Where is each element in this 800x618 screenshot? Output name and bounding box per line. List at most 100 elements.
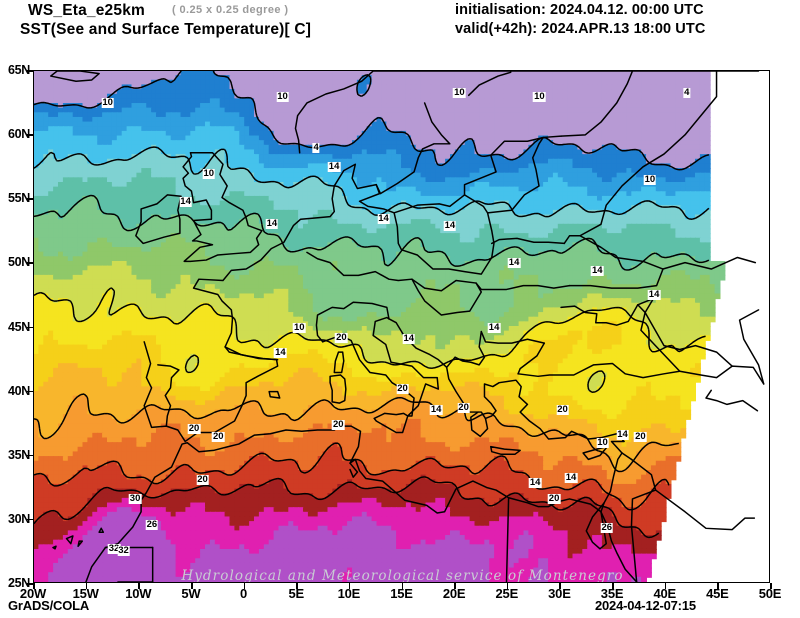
coastline-path: [637, 297, 655, 314]
contour-label-26: 26: [145, 519, 159, 530]
coastline-path: [321, 316, 440, 417]
coastline-path: [445, 330, 486, 369]
contour-label-10: 10: [533, 90, 546, 102]
coastline-path: [329, 374, 347, 404]
contour-label-20: 20: [396, 383, 409, 395]
lon-tick-45E: 45E: [706, 586, 729, 601]
contour-label-20: 20: [335, 331, 348, 343]
lon-tick-35E: 35E: [600, 586, 624, 601]
coastline-path: [182, 152, 263, 263]
contour-label-14: 14: [591, 265, 604, 277]
coastline-path: [490, 445, 521, 456]
lon-tickmark: [401, 583, 404, 589]
lat-tick-35N: 35N: [7, 447, 30, 462]
coastline-path: [654, 489, 756, 531]
lat-tick-60N: 60N: [7, 127, 30, 142]
lon-tickmark: [243, 583, 246, 589]
map-plot-area: Hydrological and Meteorological service …: [33, 70, 770, 583]
lon-tickmark: [664, 583, 667, 589]
coastline-path: [563, 235, 664, 289]
contour-label-4: 4: [683, 86, 691, 98]
variable-title: SST(See and Surface Temperature)[ C]: [20, 21, 312, 38]
coastline-path: [157, 364, 180, 427]
contour-label-10: 10: [596, 436, 609, 448]
contour-line-14: [34, 194, 710, 271]
lon-tickmark: [348, 583, 351, 589]
lat-tickmark: [27, 390, 33, 393]
lat-tickmark: [27, 583, 33, 585]
contour-label-14: 14: [528, 476, 542, 488]
lat-tickmark: [27, 198, 33, 200]
contour-label-14: 14: [507, 257, 521, 269]
coastline-path: [644, 311, 733, 367]
coastline-path: [662, 256, 757, 270]
lon-tickmark: [138, 583, 140, 589]
lon-tick-20W: 20W: [19, 586, 47, 601]
contour-line-20: [34, 287, 706, 393]
coastline-path: [52, 545, 57, 550]
lon-tick-15E: 15E: [390, 586, 413, 601]
lon-tickmark: [454, 583, 456, 589]
valid-time: valid(+42h): 2024.APR.13 18:00 UTC: [455, 21, 706, 37]
contour-label-10: 10: [276, 90, 289, 102]
coastline-path: [491, 237, 566, 245]
lat-tick-55N: 55N: [7, 191, 30, 206]
coastline-path: [579, 71, 718, 237]
coastline-path: [85, 425, 362, 582]
coastline-path: [333, 351, 345, 374]
coastline-path: [486, 136, 544, 214]
lon-tick-25E: 25E: [495, 586, 519, 601]
coastline-path: [517, 362, 681, 379]
lon-tickmark: [506, 583, 509, 589]
contour-label-10: 10: [643, 174, 657, 185]
lon-tickmark: [190, 583, 193, 589]
coastline-path: [77, 540, 84, 547]
contour-line-30: [34, 442, 670, 511]
contour-label-20: 20: [457, 402, 470, 414]
coastline-path: [678, 365, 765, 385]
contour-label-14: 14: [274, 347, 287, 359]
coastline-path: [135, 194, 182, 245]
lon-tickmark: [717, 583, 719, 589]
lat-tickmark: [27, 518, 33, 521]
render-timestamp: 2024-04-12-07:15: [595, 598, 696, 613]
contour-label-14: 14: [564, 471, 578, 483]
coastline-path: [585, 502, 607, 550]
lat-tick-65N: 65N: [7, 63, 30, 77]
coastline-path: [560, 71, 634, 137]
coastline-layer: [34, 71, 765, 582]
coastline-path: [505, 496, 510, 582]
coastline-path: [65, 535, 74, 545]
contour-label-14: 14: [402, 333, 416, 344]
coastline-path: [98, 527, 105, 533]
lat-tick-25N: 25N: [7, 576, 30, 590]
lon-tick-10E: 10E: [337, 586, 361, 601]
coastline-path: [373, 412, 409, 434]
coastline-path: [517, 342, 546, 375]
coastline-path: [560, 304, 681, 372]
contour-label-14: 14: [487, 321, 501, 333]
lat-tick-45N: 45N: [7, 319, 30, 334]
contour-label-14: 14: [647, 289, 661, 301]
coastline-path: [388, 318, 489, 438]
lon-tickmark: [559, 583, 562, 589]
coastline-path: [630, 458, 657, 582]
coastline-path: [315, 301, 390, 343]
contour-label-14: 14: [265, 217, 279, 229]
coastline-path: [467, 71, 512, 97]
lon-tick-15W: 15W: [72, 586, 99, 601]
coastline-path: [411, 278, 483, 316]
lon-tick-20E: 20E: [442, 586, 466, 601]
contour-label-20: 20: [332, 419, 345, 430]
lat-tickmark: [27, 134, 33, 136]
contour-label-10: 10: [293, 321, 306, 333]
contour-label-32: 32: [107, 543, 121, 555]
lon-tickmark: [296, 583, 298, 589]
contour-label-20: 20: [196, 474, 209, 486]
contour-label-20: 20: [212, 430, 225, 442]
contour-label-14: 14: [429, 403, 443, 415]
lon-tick-40E: 40E: [653, 586, 676, 601]
map-canvas: Hydrological and Meteorological service …: [34, 71, 769, 582]
coastline-path: [582, 445, 609, 461]
contour-label-14: 14: [443, 220, 457, 232]
